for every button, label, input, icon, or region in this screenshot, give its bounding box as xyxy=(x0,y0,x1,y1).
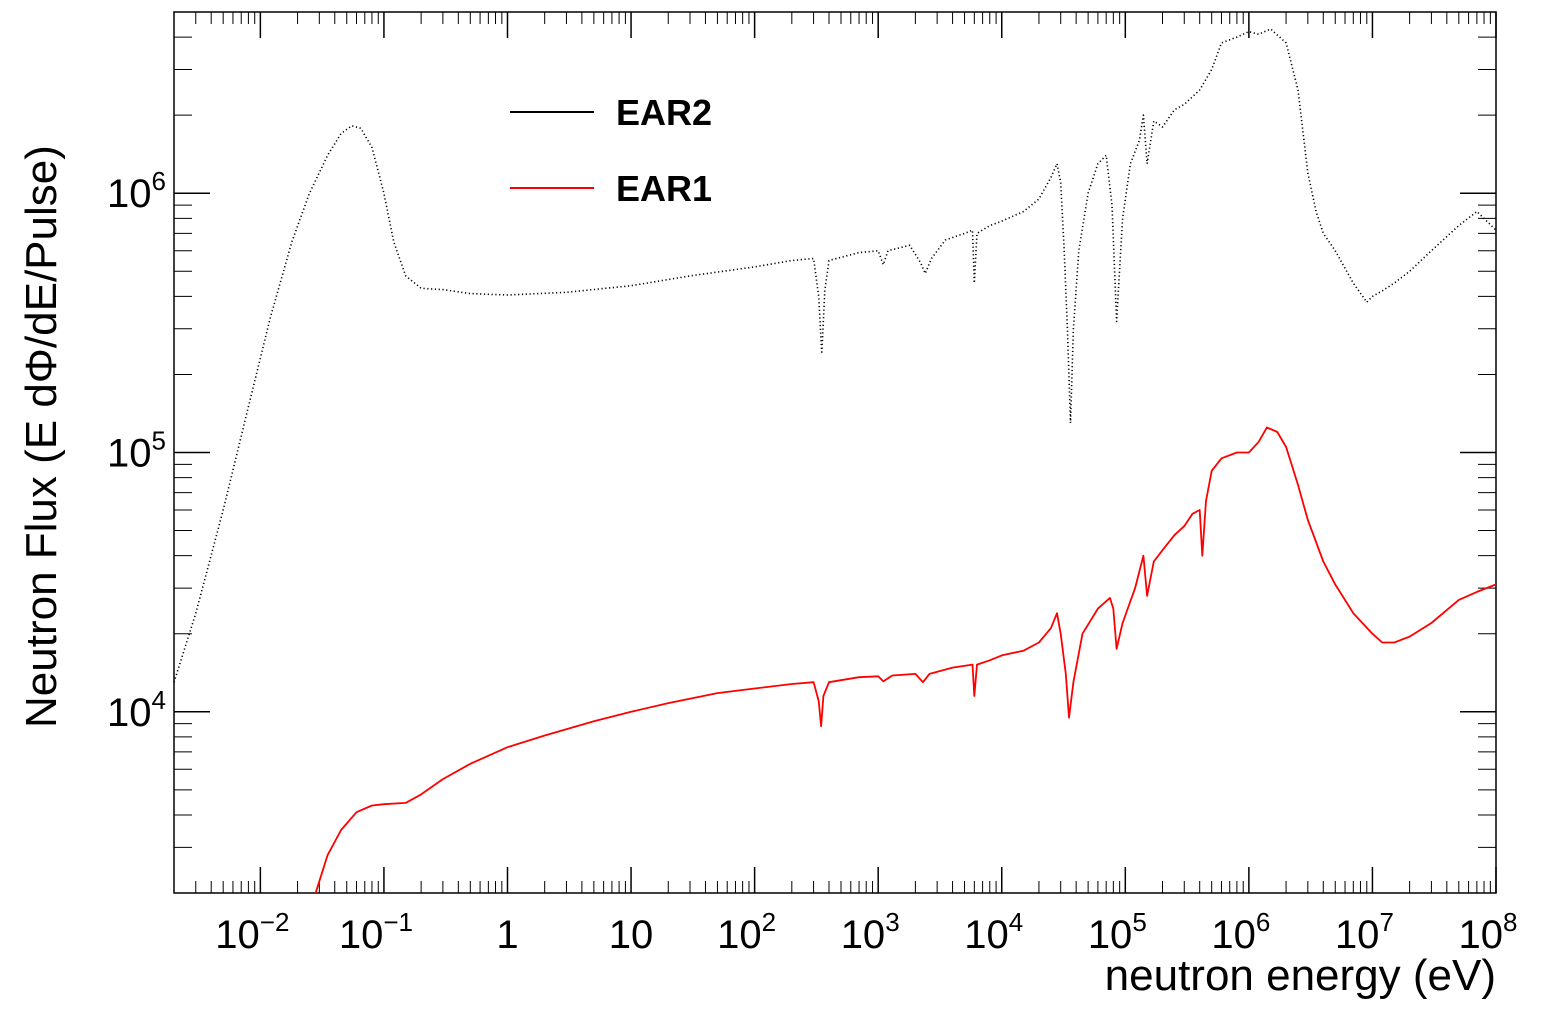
plot-frame xyxy=(173,11,1497,894)
x-tick-label: 104 xyxy=(964,907,1023,957)
y-axis-title: Neutron Flux (E dΦ/dE/Pulse) xyxy=(17,145,66,728)
series-line-ear1 xyxy=(314,426,1497,894)
x-tick-label: 10−1 xyxy=(339,907,413,957)
major-ticks xyxy=(174,12,1497,893)
legend-label-ear1: EAR1 xyxy=(616,168,712,209)
y-tick-label: 104 xyxy=(107,685,166,735)
legend: EAR2 EAR1 xyxy=(510,92,712,209)
x-tick-label: 1 xyxy=(496,913,518,957)
x-tick-label: 103 xyxy=(841,907,900,957)
x-tick-label: 108 xyxy=(1459,907,1518,957)
series-layer xyxy=(173,28,1497,894)
x-tick-label: 106 xyxy=(1211,907,1270,957)
y-tick-labels: 104 105 106 xyxy=(107,166,166,735)
legend-label-ear2: EAR2 xyxy=(616,92,712,133)
minor-ticks xyxy=(173,11,1496,894)
x-tick-label: 105 xyxy=(1088,907,1147,957)
x-tick-label: 10−2 xyxy=(215,907,289,957)
x-tick-labels: 10−2 10−1 1 10 102 103 104 105 106 107 108 xyxy=(215,907,1517,957)
x-tick-label: 10 xyxy=(609,913,654,957)
y-tick-label: 106 xyxy=(107,166,166,216)
y-tick-label: 105 xyxy=(107,426,166,476)
x-tick-label: 107 xyxy=(1335,907,1394,957)
series-line-ear2 xyxy=(173,28,1497,683)
x-tick-label: 102 xyxy=(717,907,776,957)
x-axis-title: neutron energy (eV) xyxy=(1105,951,1496,1000)
